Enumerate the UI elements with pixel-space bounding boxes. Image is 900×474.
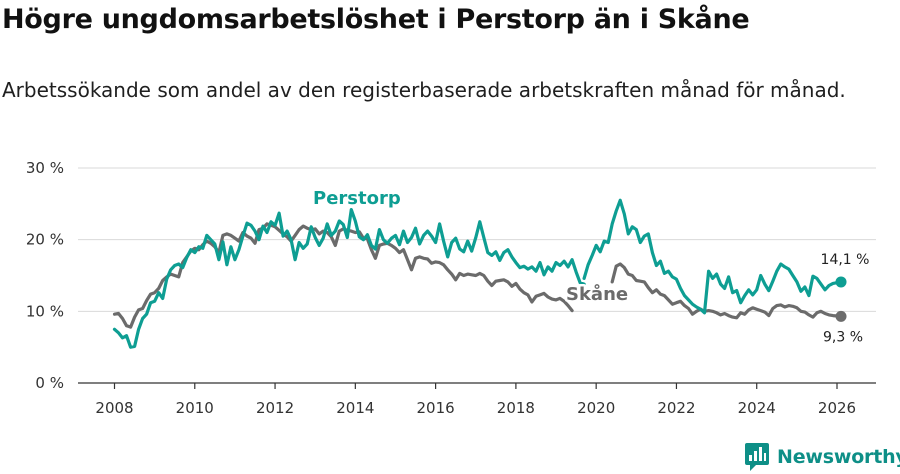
chart-subtitle: Arbetssökande som andel av den registerb… [2,78,846,102]
y-tick-label: 30 % [26,159,64,177]
x-tick-label: 2014 [336,399,374,417]
x-tick-label: 2022 [657,399,695,417]
newsworthy-brand[interactable]: Newsworthy [744,442,900,472]
skane-end-label: 9,3 % [823,329,863,345]
perstorp-series-line [112,208,586,349]
skane-series-line [610,262,843,320]
series-lines [112,198,847,349]
brand-name: Newsworthy [777,446,900,468]
perstorp-series-label: Perstorp [313,188,401,209]
newsworthy-logo-icon [745,443,769,471]
y-tick-label: 10 % [26,302,64,320]
x-axis: 0 % 10 % 20 % 30 % 2008 2010 2012 2014 2016 2018 2… [26,159,876,417]
x-tick-label: 2018 [497,399,535,417]
x-tick-label: 2016 [417,399,455,417]
skane-end-point [835,310,847,322]
chart-title: Högre ungdomsarbetslöshet i Perstorp än … [2,4,750,35]
x-tick-label: 2024 [738,399,776,417]
x-tick-label: 2020 [577,399,615,417]
y-tick-label: 0 % [35,374,64,392]
perstorp-end-label: 14,1 % [821,252,870,268]
perstorp-series-line [582,198,843,315]
y-tick-label: 20 % [26,231,64,249]
skane-series-label: Skåne [566,283,628,305]
x-tick-label: 2012 [256,399,294,417]
x-tick-label: 2026 [818,399,856,417]
perstorp-end-point [835,276,847,288]
series-labels: Perstorp Skåne 14,1 % 9,3 % [311,186,870,346]
x-tick-label: 2010 [176,399,214,417]
x-tick-label: 2008 [95,399,133,417]
